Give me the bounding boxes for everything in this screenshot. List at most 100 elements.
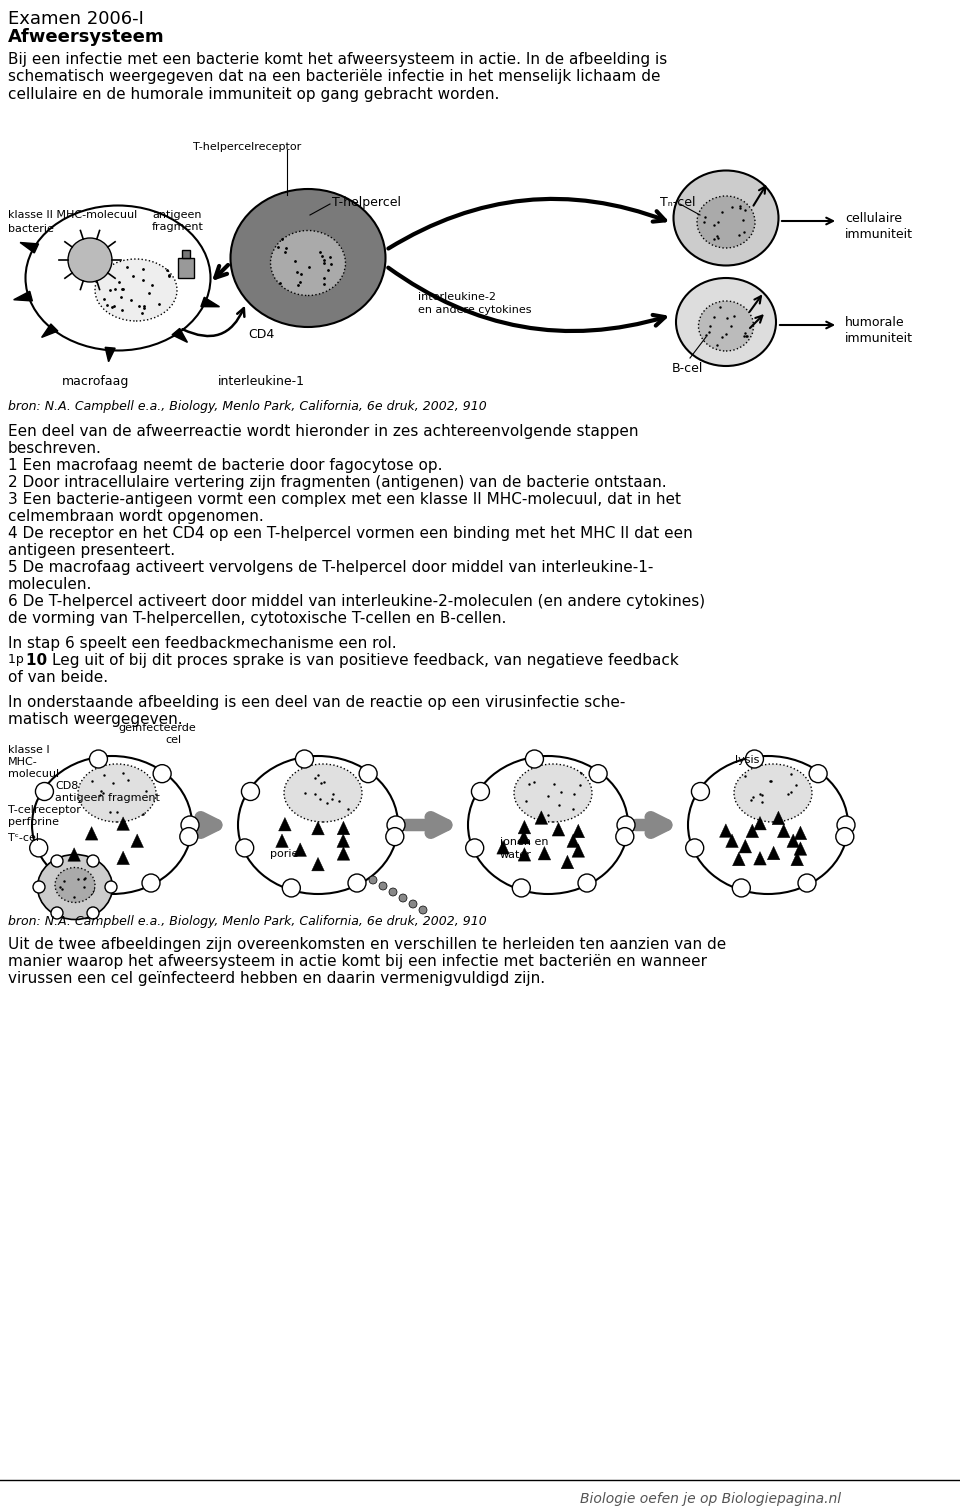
Circle shape [30, 839, 48, 857]
Polygon shape [572, 825, 585, 837]
Circle shape [181, 816, 199, 834]
Circle shape [615, 828, 634, 846]
Polygon shape [106, 348, 115, 361]
Circle shape [68, 239, 112, 283]
Circle shape [236, 839, 253, 857]
Polygon shape [278, 817, 291, 831]
Circle shape [691, 783, 709, 801]
Text: 1p: 1p [8, 653, 28, 666]
Polygon shape [754, 852, 766, 866]
Polygon shape [552, 822, 564, 836]
Text: 1 Een macrofaag neemt de bacterie door fagocytose op.: 1 Een macrofaag neemt de bacterie door f… [8, 458, 443, 473]
Polygon shape [767, 846, 780, 860]
Text: 4 De receptor en het CD4 op een T-helpercel vormen een binding met het MHC II da: 4 De receptor en het CD4 op een T-helper… [8, 526, 693, 541]
Text: 6 De T-helpercel activeert door middel van interleukine-2-moleculen (en andere c: 6 De T-helpercel activeert door middel v… [8, 594, 706, 609]
Text: immuniteit: immuniteit [845, 228, 913, 240]
Text: moleculen.: moleculen. [8, 577, 92, 592]
Text: matisch weergegeven.: matisch weergegeven. [8, 712, 182, 727]
Ellipse shape [95, 258, 177, 320]
Circle shape [51, 907, 63, 919]
Text: 10: 10 [26, 653, 53, 668]
Text: virussen een cel geïnfecteerd hebben en daarin vermenigvuldigd zijn.: virussen een cel geïnfecteerd hebben en … [8, 972, 545, 987]
Circle shape [105, 881, 117, 893]
Text: geïnfecteerde: geïnfecteerde [118, 722, 196, 733]
Circle shape [419, 907, 427, 914]
Circle shape [746, 749, 763, 768]
Circle shape [617, 816, 635, 834]
Polygon shape [791, 852, 804, 866]
Text: antigeen presenteert.: antigeen presenteert. [8, 542, 175, 558]
Polygon shape [562, 855, 574, 869]
Circle shape [471, 783, 490, 801]
Circle shape [369, 876, 377, 884]
Circle shape [386, 828, 404, 846]
Circle shape [154, 765, 171, 783]
Text: Leg uit of bij dit proces sprake is van positieve feedback, van negatieve feedba: Leg uit of bij dit proces sprake is van … [52, 653, 679, 668]
Text: en andere cytokines: en andere cytokines [418, 305, 532, 314]
Ellipse shape [697, 196, 755, 248]
Polygon shape [41, 323, 58, 337]
Text: humorale: humorale [845, 316, 904, 329]
Circle shape [589, 765, 607, 783]
Circle shape [685, 839, 704, 857]
Text: beschreven.: beschreven. [8, 441, 102, 456]
Text: Tₙ-cel: Tₙ-cel [660, 196, 695, 209]
Polygon shape [746, 823, 758, 837]
FancyBboxPatch shape [178, 258, 194, 278]
Polygon shape [720, 823, 732, 837]
Polygon shape [754, 816, 766, 830]
Ellipse shape [55, 867, 95, 902]
Ellipse shape [271, 231, 346, 296]
Circle shape [466, 839, 484, 857]
Text: In stap 6 speelt een feedbackmechanisme een rol.: In stap 6 speelt een feedbackmechanisme … [8, 636, 396, 651]
Polygon shape [535, 811, 547, 825]
Text: antigeen
fragment: antigeen fragment [152, 210, 204, 231]
Circle shape [87, 907, 99, 919]
Circle shape [51, 855, 63, 867]
FancyBboxPatch shape [182, 249, 190, 258]
Polygon shape [732, 852, 745, 866]
Polygon shape [20, 242, 38, 252]
Polygon shape [772, 811, 784, 825]
Circle shape [379, 882, 387, 890]
Circle shape [33, 881, 45, 893]
Polygon shape [294, 843, 306, 857]
Text: macrofaag: macrofaag [62, 375, 130, 388]
Text: CD8: CD8 [55, 781, 79, 790]
Polygon shape [117, 817, 130, 831]
Polygon shape [518, 848, 531, 861]
Text: lysis: lysis [735, 756, 759, 765]
Polygon shape [518, 820, 531, 834]
Text: CD4: CD4 [248, 328, 275, 341]
Circle shape [142, 873, 160, 891]
Text: Biologie oefen je op Biologiepagina.nl: Biologie oefen je op Biologiepagina.nl [580, 1491, 841, 1506]
Circle shape [525, 749, 543, 768]
Text: interleukine-2: interleukine-2 [418, 292, 496, 302]
Text: of van beide.: of van beide. [8, 669, 108, 684]
Text: klasse II MHC-molecuul: klasse II MHC-molecuul [8, 210, 137, 221]
Circle shape [89, 749, 108, 768]
Polygon shape [85, 827, 98, 840]
Circle shape [77, 879, 94, 898]
Text: cellulaire: cellulaire [845, 212, 902, 225]
Circle shape [359, 765, 377, 783]
Text: manier waarop het afweersysteem in actie komt bij een infectie met bacteriën en : manier waarop het afweersysteem in actie… [8, 953, 707, 969]
Polygon shape [517, 831, 530, 845]
Polygon shape [572, 843, 585, 857]
Text: 3 Een bacterie-antigeen vormt een complex met een klasse II MHC-molecuul, dat in: 3 Een bacterie-antigeen vormt een comple… [8, 493, 681, 508]
Polygon shape [337, 846, 349, 860]
Text: immuniteit: immuniteit [845, 332, 913, 345]
Text: Afweersysteem: Afweersysteem [8, 29, 164, 45]
Circle shape [732, 879, 751, 898]
Polygon shape [778, 823, 790, 837]
Polygon shape [172, 328, 187, 343]
Ellipse shape [26, 205, 210, 351]
Circle shape [242, 783, 259, 801]
Circle shape [36, 783, 54, 801]
Text: bacterie: bacterie [8, 224, 54, 234]
Text: In onderstaande afbeelding is een deel van de reactie op een virusinfectie sche-: In onderstaande afbeelding is een deel v… [8, 695, 625, 710]
Polygon shape [13, 292, 33, 301]
Text: antigeen fragment: antigeen fragment [55, 793, 160, 802]
Ellipse shape [734, 765, 812, 822]
Ellipse shape [284, 765, 362, 822]
